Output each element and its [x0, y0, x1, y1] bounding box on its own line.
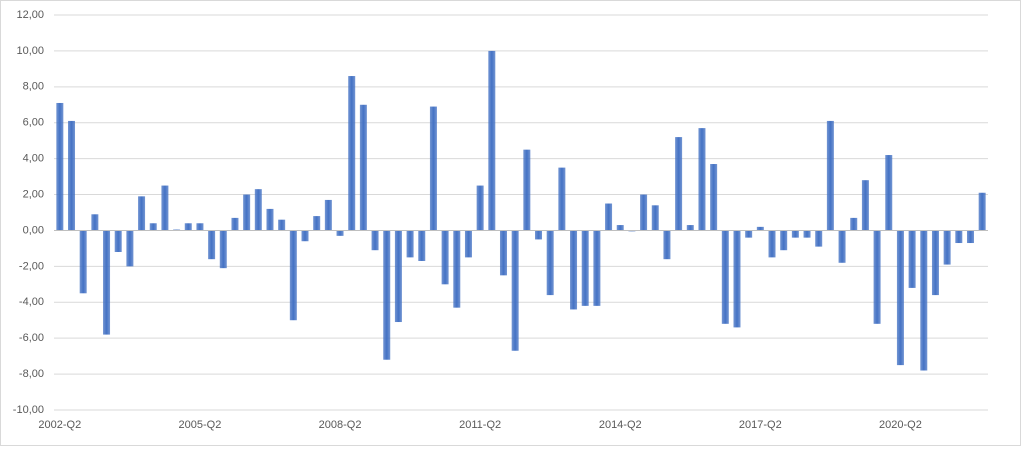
- bar: [208, 230, 216, 260]
- bar: [873, 230, 881, 324]
- bar: [558, 167, 566, 231]
- bar: [616, 225, 624, 231]
- bar: [196, 223, 204, 231]
- bar: [768, 230, 776, 258]
- y-tick-label: 12,00: [16, 9, 44, 21]
- bar: [523, 149, 531, 231]
- bar: [149, 223, 157, 231]
- bar: [219, 230, 227, 269]
- bar: [546, 230, 554, 296]
- bar: [313, 216, 321, 231]
- bar: [68, 120, 76, 231]
- x-tick-label: 2008-Q2: [319, 419, 362, 431]
- bar: [126, 230, 134, 267]
- y-tick-label: 10,00: [16, 45, 44, 57]
- x-tick-label: 2020-Q2: [879, 419, 922, 431]
- bar: [721, 230, 729, 324]
- bar: [394, 230, 402, 323]
- bar: [780, 230, 788, 251]
- bar: [651, 205, 659, 231]
- bar: [966, 230, 974, 244]
- bar: [581, 230, 589, 306]
- bar: [593, 230, 601, 306]
- bar: [476, 185, 484, 231]
- x-tick-label: 2011-Q2: [459, 419, 501, 431]
- bar: [103, 230, 111, 335]
- bar: [278, 219, 286, 231]
- bar: [896, 230, 904, 366]
- bar: [254, 189, 262, 231]
- bar: [56, 102, 64, 231]
- y-tick-label: 8,00: [23, 81, 44, 93]
- bar: [943, 230, 951, 265]
- bar: [710, 164, 718, 231]
- bar: [359, 104, 367, 231]
- bar: [441, 230, 449, 285]
- bar: [184, 223, 192, 231]
- bar: [511, 230, 519, 351]
- bar: [138, 196, 146, 231]
- bar: [453, 230, 461, 308]
- bar: [161, 185, 169, 231]
- y-tick-label: 0,00: [23, 224, 44, 236]
- bar: [535, 230, 543, 240]
- bar: [231, 217, 239, 231]
- bar: [91, 214, 99, 231]
- bar: [826, 120, 834, 231]
- y-tick-label: -8,00: [19, 368, 44, 380]
- y-tick-label: -4,00: [19, 296, 44, 308]
- y-tick-label: -2,00: [19, 260, 44, 272]
- bar: [383, 230, 391, 360]
- x-tick-label: 2005-Q2: [179, 419, 222, 431]
- bar: [406, 230, 414, 258]
- bar: [499, 230, 507, 276]
- bar: [605, 203, 613, 231]
- y-tick-label: -10,00: [13, 404, 44, 416]
- bar: [908, 230, 916, 288]
- bar: [850, 217, 858, 231]
- bar: [861, 180, 869, 231]
- bar: [686, 225, 694, 231]
- y-tick-label: 6,00: [23, 117, 44, 129]
- bar: [418, 230, 426, 261]
- bar: [698, 128, 706, 231]
- y-tick-label: -6,00: [19, 332, 44, 344]
- x-tick-label: 2014-Q2: [599, 419, 642, 431]
- bar: [838, 230, 846, 263]
- bar: [920, 230, 928, 371]
- bar: [429, 106, 437, 231]
- bar: [570, 230, 578, 310]
- bar: [79, 230, 87, 294]
- bar: [663, 230, 671, 260]
- bar: [733, 230, 741, 328]
- bar: [978, 192, 986, 231]
- bar: [336, 230, 344, 236]
- bar: [266, 208, 274, 231]
- bar: [756, 226, 764, 231]
- bar: [955, 230, 963, 244]
- bar: [815, 230, 823, 247]
- bar: [931, 230, 939, 296]
- bar: [243, 194, 251, 231]
- bar: [745, 230, 753, 238]
- bar: [675, 137, 683, 231]
- bar: [464, 230, 472, 258]
- bar: [371, 230, 379, 251]
- bar: [640, 194, 648, 231]
- bar: [488, 50, 496, 231]
- bar: [803, 230, 811, 238]
- bar: [289, 230, 297, 321]
- x-tick-label: 2017-Q2: [739, 419, 782, 431]
- bar: [301, 230, 309, 242]
- bar: [348, 76, 356, 231]
- bar: [114, 230, 122, 252]
- y-tick-label: 2,00: [23, 188, 44, 200]
- y-tick-label: 4,00: [23, 153, 44, 165]
- bar: [791, 230, 799, 238]
- bar: [324, 199, 332, 231]
- bar: [885, 155, 893, 231]
- x-tick-label: 2002-Q2: [38, 419, 81, 431]
